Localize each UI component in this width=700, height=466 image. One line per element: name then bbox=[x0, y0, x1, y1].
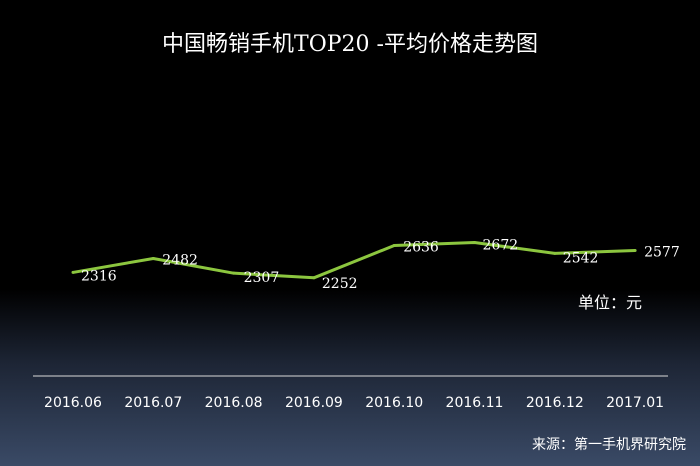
data-point bbox=[392, 244, 396, 248]
data-point bbox=[151, 256, 155, 260]
source-note: 来源：第一手机界研究院 bbox=[532, 437, 686, 453]
data-point bbox=[633, 248, 637, 252]
data-label: 2542 bbox=[563, 250, 599, 266]
x-tick-label: 2016.08 bbox=[205, 395, 263, 411]
data-point bbox=[553, 251, 557, 255]
data-label: 2307 bbox=[244, 270, 280, 286]
data-label: 2316 bbox=[81, 268, 117, 284]
x-tick-label: 2016.06 bbox=[44, 395, 102, 411]
data-label: 2482 bbox=[162, 252, 198, 268]
x-tick-label: 2016.12 bbox=[526, 395, 584, 411]
x-tick-label: 2016.09 bbox=[285, 395, 343, 411]
data-point bbox=[473, 240, 476, 244]
data-label: 2636 bbox=[403, 240, 439, 256]
x-tick-label: 2016.07 bbox=[124, 395, 182, 411]
x-tick-label: 2016.10 bbox=[365, 395, 423, 411]
x-tick-label: 2016.11 bbox=[446, 395, 504, 411]
unit-label: 单位：元 bbox=[578, 293, 643, 312]
data-label: 2252 bbox=[322, 276, 358, 292]
x-tick-label: 2017.01 bbox=[606, 395, 664, 411]
data-point bbox=[71, 270, 75, 274]
data-label: 2672 bbox=[483, 237, 519, 253]
series-line bbox=[72, 240, 636, 280]
data-point bbox=[312, 276, 316, 280]
data-point bbox=[232, 271, 236, 275]
data-label: 2577 bbox=[644, 244, 680, 260]
chart-title: 中国畅销手机TOP20 -平均价格走势图 bbox=[162, 32, 538, 57]
